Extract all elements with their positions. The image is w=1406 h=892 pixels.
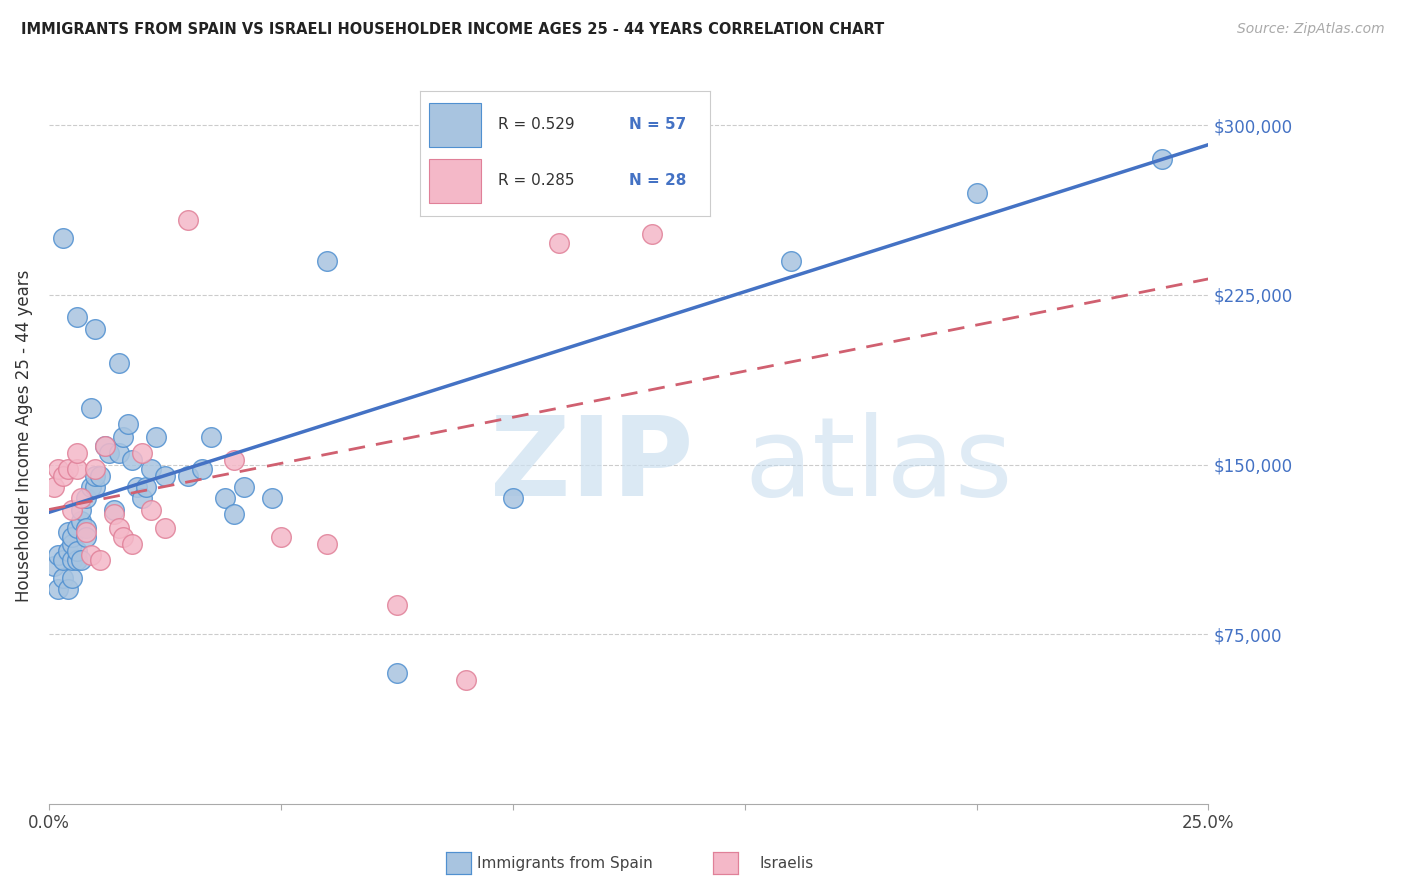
Point xyxy=(52,468,75,483)
Point xyxy=(103,508,125,522)
Point xyxy=(121,453,143,467)
Point xyxy=(107,446,129,460)
Point xyxy=(75,525,97,540)
Point xyxy=(200,430,222,444)
Point xyxy=(60,552,83,566)
Point xyxy=(56,543,79,558)
Point xyxy=(52,231,75,245)
Point xyxy=(641,186,664,200)
Point xyxy=(80,480,103,494)
Point xyxy=(56,582,79,596)
Point xyxy=(70,503,93,517)
Point xyxy=(60,537,83,551)
Point xyxy=(214,491,236,506)
Point xyxy=(60,571,83,585)
Point xyxy=(52,571,75,585)
Point xyxy=(70,514,93,528)
Point xyxy=(548,235,571,250)
Point xyxy=(84,468,107,483)
Point xyxy=(84,462,107,476)
Point xyxy=(75,521,97,535)
Point xyxy=(56,525,79,540)
Point xyxy=(66,310,89,325)
Point xyxy=(177,468,200,483)
Point xyxy=(103,503,125,517)
Point xyxy=(46,582,69,596)
Point xyxy=(121,537,143,551)
Text: Immigrants from Spain: Immigrants from Spain xyxy=(477,856,652,871)
Point xyxy=(66,446,89,460)
Text: Source: ZipAtlas.com: Source: ZipAtlas.com xyxy=(1237,22,1385,37)
Point xyxy=(153,521,176,535)
Point xyxy=(641,227,664,241)
Point xyxy=(70,552,93,566)
Point xyxy=(52,552,75,566)
Point xyxy=(177,213,200,227)
Point xyxy=(56,462,79,476)
Point xyxy=(232,480,254,494)
Point xyxy=(127,480,149,494)
Point xyxy=(112,430,135,444)
Text: IMMIGRANTS FROM SPAIN VS ISRAELI HOUSEHOLDER INCOME AGES 25 - 44 YEARS CORRELATI: IMMIGRANTS FROM SPAIN VS ISRAELI HOUSEHO… xyxy=(21,22,884,37)
Point xyxy=(80,548,103,562)
Point xyxy=(224,453,246,467)
Point xyxy=(107,521,129,535)
Point xyxy=(66,552,89,566)
Point xyxy=(131,491,153,506)
Point xyxy=(131,446,153,460)
Point xyxy=(98,446,121,460)
Point xyxy=(89,468,111,483)
Point xyxy=(42,480,65,494)
Point xyxy=(502,491,524,506)
Point xyxy=(84,322,107,336)
Point xyxy=(75,530,97,544)
Point xyxy=(385,598,408,612)
Point xyxy=(89,552,111,566)
Point xyxy=(66,462,89,476)
Point xyxy=(456,673,478,687)
Point xyxy=(93,439,115,453)
Point xyxy=(385,665,408,680)
Point xyxy=(117,417,139,431)
Point xyxy=(93,439,115,453)
Point xyxy=(80,401,103,415)
Point xyxy=(60,503,83,517)
Point xyxy=(260,491,283,506)
Text: Israelis: Israelis xyxy=(759,856,814,871)
Point xyxy=(316,537,339,551)
Point xyxy=(66,521,89,535)
Point xyxy=(66,543,89,558)
Point xyxy=(270,530,292,544)
Point xyxy=(46,548,69,562)
Text: atlas: atlas xyxy=(745,412,1014,519)
Point xyxy=(46,462,69,476)
Point xyxy=(42,559,65,574)
Point xyxy=(316,253,339,268)
Point xyxy=(135,480,157,494)
Y-axis label: Householder Income Ages 25 - 44 years: Householder Income Ages 25 - 44 years xyxy=(15,270,32,602)
Point xyxy=(966,186,988,200)
Point xyxy=(107,356,129,370)
Point xyxy=(780,253,803,268)
Point xyxy=(139,462,162,476)
Point xyxy=(224,508,246,522)
Point xyxy=(139,503,162,517)
Point xyxy=(145,430,167,444)
Point xyxy=(1152,152,1174,166)
Point xyxy=(112,530,135,544)
Point xyxy=(191,462,214,476)
Point xyxy=(84,480,107,494)
Point xyxy=(70,491,93,506)
Point xyxy=(153,468,176,483)
Text: ZIP: ZIP xyxy=(489,412,693,519)
Point xyxy=(75,491,97,506)
Point xyxy=(60,530,83,544)
